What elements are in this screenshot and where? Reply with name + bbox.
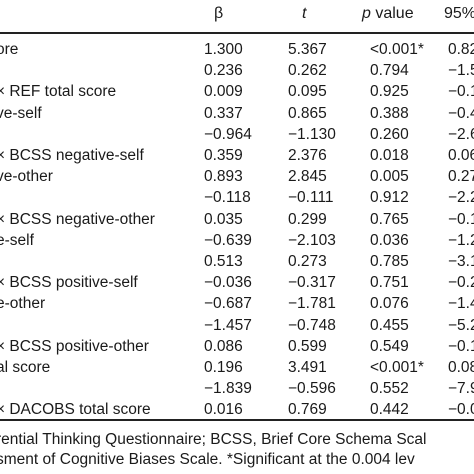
row-beta: 1.300	[204, 39, 243, 61]
row-beta: −0.639	[204, 230, 252, 252]
row-p-value: 0.549	[370, 336, 409, 358]
row-p-value: 0.765	[370, 209, 409, 231]
row-p-value: 0.785	[370, 251, 409, 273]
row-p-value: 0.794	[370, 60, 409, 82]
row-p-value: 0.036	[370, 230, 409, 252]
row-p-value: 0.005	[370, 166, 409, 188]
row-beta: 0.009	[204, 81, 243, 103]
row-p-value: 0.388	[370, 103, 409, 125]
row-beta: 0.035	[204, 209, 243, 231]
row-t: 0.262	[288, 60, 327, 82]
row-ci: 0.27	[448, 166, 474, 188]
row-p-value: 0.455	[370, 315, 409, 337]
row-t: 2.845	[288, 166, 327, 188]
row-ci: −1.5	[448, 60, 474, 82]
footnote-line-1: rential Thinking Questionnaire; BCSS, Br…	[0, 429, 426, 451]
row-t: 0.273	[288, 251, 327, 273]
row-p-value: 0.076	[370, 293, 409, 315]
row-label: × BCSS negative-other	[0, 209, 155, 231]
header-ci: 95%	[444, 3, 474, 25]
header-p-italic: p	[362, 5, 371, 22]
row-ci: −0.4	[448, 103, 474, 125]
bottom-rule	[0, 419, 474, 421]
row-beta: −0.036	[204, 272, 252, 294]
row-t: −2.103	[288, 230, 336, 252]
row-t: 0.769	[288, 399, 327, 421]
row-beta: −1.457	[204, 315, 252, 337]
row-t: −0.317	[288, 272, 336, 294]
row-t: −0.596	[288, 378, 336, 400]
row-ci: −0.0	[448, 399, 474, 421]
row-beta: 0.016	[204, 399, 243, 421]
row-label: ve-other	[0, 166, 53, 188]
row-ci: −0.1	[448, 209, 474, 231]
row-label: al score	[0, 357, 50, 379]
row-label: e-self	[0, 230, 34, 252]
row-p-value: <0.001*	[370, 39, 424, 61]
row-beta: −0.964	[204, 124, 252, 146]
row-p-value: 0.912	[370, 187, 409, 209]
row-p-value: 0.552	[370, 378, 409, 400]
row-beta: 0.236	[204, 60, 243, 82]
row-t: 3.491	[288, 357, 327, 379]
row-ci: 0.08	[448, 357, 474, 379]
row-p-value: <0.001*	[370, 357, 424, 379]
row-beta: 0.196	[204, 357, 243, 379]
row-ci: −0.1	[448, 81, 474, 103]
row-t: −0.748	[288, 315, 336, 337]
header-rule	[0, 32, 474, 34]
row-t: 0.095	[288, 81, 327, 103]
row-p-value: 0.260	[370, 124, 409, 146]
row-t: −0.111	[288, 187, 334, 209]
table-header-row: β t p value 95%	[0, 0, 474, 30]
row-t: 5.367	[288, 39, 327, 61]
row-label: × REF total score	[0, 81, 116, 103]
row-beta: −0.687	[204, 293, 252, 315]
row-ci: −0.1	[448, 336, 474, 358]
row-label: × BCSS negative-self	[0, 145, 144, 167]
row-beta: 0.086	[204, 336, 243, 358]
row-beta: 0.893	[204, 166, 243, 188]
row-label: ore	[0, 39, 18, 61]
row-label: × DACOBS total score	[0, 399, 151, 421]
row-label: e-other	[0, 293, 45, 315]
row-t: 0.865	[288, 103, 327, 125]
row-ci: 0.82–	[448, 39, 474, 61]
footnote-line-2: sment of Cognitive Biases Scale. *Signif…	[0, 449, 415, 471]
row-t: −1.781	[288, 293, 336, 315]
row-ci: −2.6	[448, 124, 474, 146]
row-label: × BCSS positive-other	[0, 336, 149, 358]
row-p-value: 0.442	[370, 399, 409, 421]
row-beta: 0.359	[204, 145, 243, 167]
row-beta: 0.337	[204, 103, 243, 125]
row-ci: −0.2	[448, 272, 474, 294]
row-p-value: 0.925	[370, 81, 409, 103]
row-beta: −1.839	[204, 378, 252, 400]
row-ci: −5.2	[448, 315, 474, 337]
row-t: −1.130	[288, 124, 336, 146]
header-p-value: p value	[362, 3, 414, 25]
header-p-rest: value	[371, 5, 414, 22]
row-ci: −2.2	[448, 187, 474, 209]
row-ci: −7.9	[448, 378, 474, 400]
row-ci: −1.4	[448, 293, 474, 315]
row-label: ve-self	[0, 103, 42, 125]
row-t: 0.299	[288, 209, 327, 231]
header-t: t	[302, 3, 306, 25]
row-t: 0.599	[288, 336, 327, 358]
row-beta: 0.513	[204, 251, 243, 273]
row-beta: −0.118	[204, 187, 251, 209]
row-label: × BCSS positive-self	[0, 272, 138, 294]
row-ci: −1.2	[448, 230, 474, 252]
row-p-value: 0.751	[370, 272, 409, 294]
row-ci: −3.1	[448, 251, 474, 273]
row-ci: 0.06	[448, 145, 474, 167]
row-t: 2.376	[288, 145, 327, 167]
row-p-value: 0.018	[370, 145, 409, 167]
header-beta: β	[214, 3, 223, 25]
